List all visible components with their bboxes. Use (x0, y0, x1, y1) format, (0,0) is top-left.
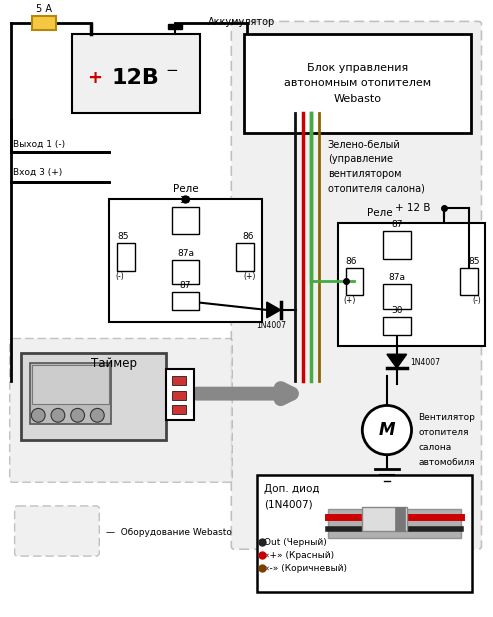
Bar (172, 292, 199, 310)
Circle shape (90, 408, 104, 422)
Bar (172, 260, 199, 284)
Text: 5 А: 5 А (36, 4, 52, 14)
Circle shape (32, 408, 45, 422)
Bar (346, 268, 363, 295)
Bar (338, 223, 486, 346)
Bar (236, 243, 254, 270)
FancyBboxPatch shape (10, 339, 232, 482)
Bar (31, 363, 111, 424)
Text: 85: 85 (468, 257, 480, 265)
Text: автономным отопителем: автономным отопителем (284, 78, 431, 88)
Text: Webasto: Webasto (333, 94, 382, 104)
Text: Выход 1 (-): Выход 1 (-) (13, 140, 65, 149)
FancyBboxPatch shape (231, 22, 482, 549)
Text: (1N4007): (1N4007) (264, 499, 313, 509)
Bar (166, 369, 194, 420)
Text: Доп. диод: Доп. диод (264, 484, 319, 494)
Bar (244, 34, 471, 133)
Bar (172, 391, 186, 400)
Text: Out (Черный): Out (Черный) (264, 539, 326, 547)
Bar (172, 405, 186, 414)
Bar (71, 34, 200, 113)
Bar (395, 507, 405, 531)
Text: 1N4007: 1N4007 (411, 358, 441, 366)
Text: 85: 85 (117, 232, 129, 241)
Text: «+» (Красный): «+» (Красный) (264, 551, 334, 560)
Text: отопителя салона): отопителя салона) (328, 184, 424, 194)
Text: (управление: (управление (328, 154, 393, 164)
Text: Реле: Реле (173, 184, 198, 194)
Circle shape (362, 405, 412, 455)
Polygon shape (267, 302, 281, 318)
Bar (117, 243, 135, 270)
Text: 86: 86 (346, 257, 357, 265)
Text: —  Оборудование Webasto: — Оборудование Webasto (106, 528, 232, 537)
Bar (172, 207, 199, 234)
Bar (383, 231, 411, 259)
Bar (257, 475, 472, 592)
Bar (362, 507, 407, 531)
Polygon shape (328, 509, 461, 539)
FancyBboxPatch shape (15, 506, 99, 556)
Bar (383, 317, 411, 334)
Text: 87: 87 (391, 220, 402, 229)
Bar (33, 17, 56, 30)
Text: 87a: 87a (177, 249, 194, 258)
Text: Аккумулятор: Аккумулятор (208, 17, 275, 27)
Bar (109, 199, 262, 321)
Text: (+): (+) (244, 271, 256, 281)
Bar (172, 376, 186, 385)
Bar (460, 268, 478, 295)
Text: 86: 86 (243, 232, 254, 241)
Circle shape (51, 408, 65, 422)
Text: отопителя: отопителя (419, 428, 469, 437)
Bar (33, 365, 109, 405)
Text: 87: 87 (180, 281, 191, 290)
Text: автомобиля: автомобиля (419, 458, 475, 466)
Text: +: + (87, 68, 102, 86)
Text: 30: 30 (180, 196, 191, 205)
Bar (21, 354, 166, 440)
Text: вентилятором: вентилятором (328, 169, 401, 179)
Text: (+): (+) (344, 296, 356, 305)
Text: 87a: 87a (388, 273, 405, 283)
Bar (383, 284, 411, 309)
Text: 30: 30 (391, 306, 402, 315)
Text: 1N4007: 1N4007 (257, 321, 286, 329)
Text: M: M (379, 421, 395, 439)
Text: (-): (-) (473, 296, 482, 305)
Text: 12В: 12В (112, 67, 160, 88)
Bar (168, 24, 182, 29)
Text: Блок управления: Блок управления (307, 63, 408, 73)
Polygon shape (387, 354, 407, 368)
Text: Реле: Реле (367, 209, 393, 218)
Text: Таймер: Таймер (91, 357, 138, 370)
Text: + 12 В: + 12 В (395, 202, 430, 212)
Bar (328, 509, 461, 539)
Circle shape (70, 408, 84, 422)
Text: салона: салона (419, 443, 452, 452)
Text: Вход 3 (+): Вход 3 (+) (13, 168, 62, 176)
Text: Вентилятор: Вентилятор (419, 413, 475, 422)
Text: «-» (Коричневый): «-» (Коричневый) (264, 564, 347, 573)
Text: −: − (166, 63, 178, 78)
Text: Зелено-белый: Зелено-белый (328, 139, 401, 149)
Text: (-): (-) (115, 271, 124, 281)
